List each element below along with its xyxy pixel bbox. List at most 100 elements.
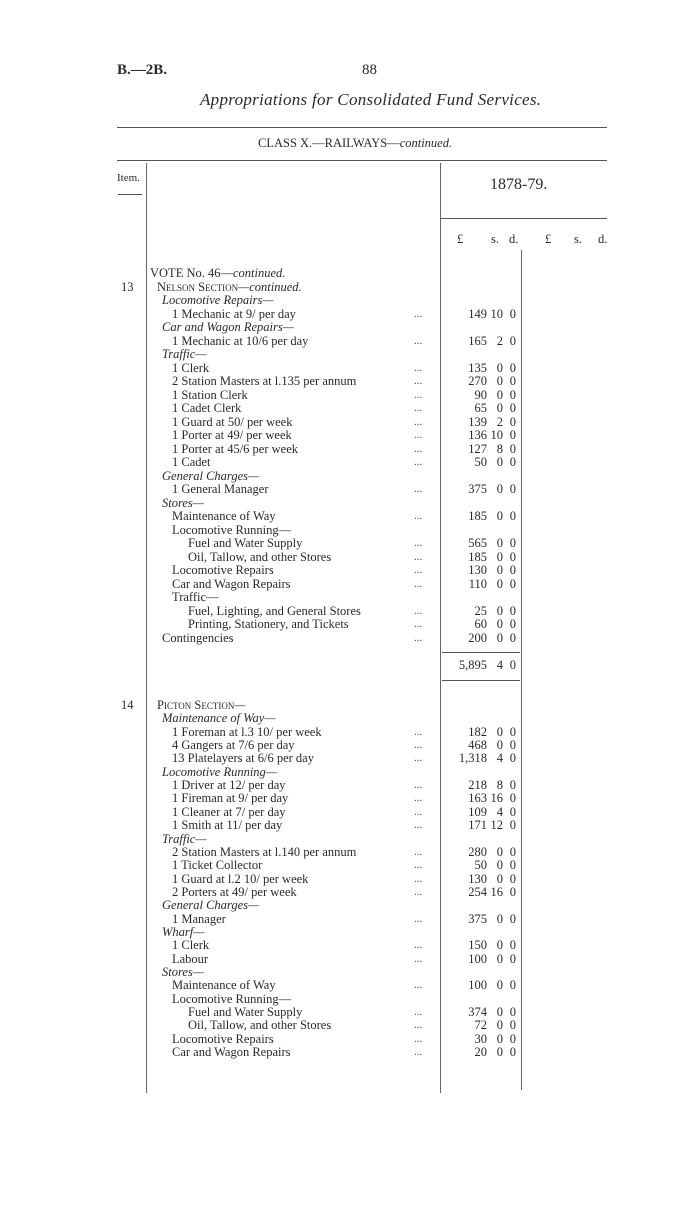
row-text: 1 Cadet xyxy=(172,455,211,469)
amount-shillings: 8 xyxy=(496,441,503,456)
leader-dots: ... xyxy=(414,1046,423,1059)
amount-shillings: 0 xyxy=(496,387,503,402)
row-label: Picton Section— xyxy=(157,699,245,712)
leader-dots: ... xyxy=(414,307,423,320)
row-label: 1 Guard at l.2 10/ per week xyxy=(172,872,308,886)
amount-pounds: 1,318 xyxy=(458,751,487,766)
leader-dots: ... xyxy=(414,779,423,792)
row-label: Locomotive Repairs xyxy=(172,564,274,577)
subheading: General Charges— xyxy=(162,468,260,483)
row-label: Contingencies xyxy=(162,630,234,645)
table-row: Wharf— xyxy=(0,925,700,939)
leader-dots: ... xyxy=(414,752,423,765)
item-number: 13 xyxy=(121,279,134,294)
leader-dots: ... xyxy=(414,618,423,630)
amount-pounds: 25 xyxy=(474,603,488,618)
table-row: 1 Cleaner at 7/ per day... 109 4 0 xyxy=(0,804,700,819)
leader-dots: ... xyxy=(414,361,423,374)
row-text: 1 Porter at 49/ per week xyxy=(172,428,292,442)
table-row: VOTE No. 46—continued. xyxy=(0,267,700,280)
amount-pence: 0 xyxy=(509,818,516,833)
row-suffix: continued. xyxy=(232,266,286,280)
amount-pounds: 375 xyxy=(468,482,487,496)
row-text: Fuel and Water Supply xyxy=(188,536,303,550)
table-row: 1 Porter at 45/6 per week... 127 8 0 xyxy=(0,441,700,456)
amount-pence: 0 xyxy=(509,951,516,966)
amount-shillings: 0 xyxy=(496,858,503,873)
row-text: 2 Station Masters at l.135 per annum xyxy=(172,374,357,388)
amount-pounds: 110 xyxy=(468,576,487,591)
table-row: 1 Mechanic at 9/ per day... 149 10 0 xyxy=(0,306,700,321)
row-label: 1 Ticket Collector xyxy=(172,859,262,872)
total-rule-top xyxy=(442,652,520,653)
amount-shillings: 0 xyxy=(496,617,503,631)
row-label: 1 Porter at 49/ per week xyxy=(172,429,292,442)
leader-dots: ... xyxy=(414,456,423,468)
amount-pounds: 127 xyxy=(468,441,487,456)
table-row: 1 Foreman at l.3 10/ per week... 182 0 0 xyxy=(0,725,700,739)
row-text: 1 Mechanic at 9/ per day xyxy=(172,306,296,321)
row-label: Nelson Section—continued. xyxy=(157,279,302,294)
amount-pence: 0 xyxy=(509,617,516,631)
class-title-text: CLASS X.—RAILWAYS— xyxy=(258,136,400,150)
table-row: Fuel and Water Supply... 565 0 0 xyxy=(0,537,700,550)
class-title: CLASS X.—RAILWAYS—continued. xyxy=(258,136,452,151)
row-text: Printing, Stationery, and Tickets xyxy=(188,617,349,631)
leader-dots: ... xyxy=(414,819,423,832)
row-label: 1 Mechanic at 10/6 per day xyxy=(172,334,308,348)
year-header-rule xyxy=(441,218,607,219)
amount-pounds: 109 xyxy=(468,804,487,819)
row-label: Maintenance of Way xyxy=(172,510,276,523)
leader-dots: ... xyxy=(414,939,423,952)
amount-pence: 0 xyxy=(509,978,516,993)
table-row: 13 Platelayers at 6/6 per day... 1,318 4 0 xyxy=(0,752,700,765)
amount-pounds: 254 xyxy=(468,884,487,899)
row-text: Oil, Tallow, and other Stores xyxy=(188,1018,332,1033)
amount-pence: 0 xyxy=(509,455,516,469)
amount-shillings: 16 xyxy=(490,884,504,899)
row-label: 1 Foreman at l.3 10/ per week xyxy=(172,725,322,739)
amount-shillings: 0 xyxy=(496,951,503,966)
amount-shillings: 0 xyxy=(496,1031,503,1046)
row-text: 2 Porters at 49/ per week xyxy=(172,884,297,899)
row-text: 1 Manager xyxy=(172,911,226,926)
row-label: Stores— xyxy=(162,496,204,510)
row-label: 1 Cadet Clerk xyxy=(172,402,241,415)
amount-pounds: 65 xyxy=(474,401,488,415)
section-name: Nelson Section xyxy=(157,279,239,294)
row-text: 1 Station Clerk xyxy=(172,387,248,402)
amount-pounds: 280 xyxy=(468,844,487,859)
row-text: 1 Clerk xyxy=(172,360,210,375)
col2-shillings-header: s. xyxy=(574,232,582,246)
row-text: Contingencies xyxy=(162,630,234,645)
amount-column-rule xyxy=(440,163,441,1093)
table-row: 1 Smith at 11/ per day... 171 12 0 xyxy=(0,819,700,832)
row-label: 1 Station Clerk xyxy=(172,387,248,402)
leader-dots: ... xyxy=(414,885,423,898)
leader-dots: ... xyxy=(414,912,423,925)
table-row: 1 Clerk... 135 0 0 xyxy=(0,360,700,375)
table-row: 1 Guard at 50/ per week... 139 2 0 xyxy=(0,415,700,429)
amount-pounds: 20 xyxy=(474,1045,488,1060)
row-label: 1 Mechanic at 9/ per day xyxy=(172,306,296,321)
row-label: Traffic— xyxy=(162,832,206,846)
amount-pence: 0 xyxy=(509,603,516,618)
table-row: Oil, Tallow, and other Stores... 72 0 0 xyxy=(0,1019,700,1032)
amount-pounds: 270 xyxy=(468,374,487,388)
table-row: General Charges— xyxy=(0,468,700,483)
row-text: 1 Ticket Collector xyxy=(172,858,263,873)
row-text: Locomotive Running— xyxy=(172,991,292,1006)
amount-pence: 0 xyxy=(509,387,516,402)
row-label: Car and Wagon Repairs xyxy=(172,1046,291,1059)
amount-pounds: 565 xyxy=(468,536,487,550)
table-row: Traffic— xyxy=(0,832,700,846)
row-label: 1 Porter at 45/6 per week xyxy=(172,442,298,456)
leader-dots: ... xyxy=(414,442,423,455)
amount-pence: 0 xyxy=(509,536,516,550)
amount-pence: 0 xyxy=(509,884,516,899)
table-row: 1 Porter at 49/ per week... 136 10 0 xyxy=(0,429,700,442)
leader-dots: ... xyxy=(414,550,423,563)
amount-pounds: 163 xyxy=(468,791,487,806)
leader-dots: ... xyxy=(414,415,423,428)
row-text: Maintenance of Way xyxy=(172,509,276,523)
